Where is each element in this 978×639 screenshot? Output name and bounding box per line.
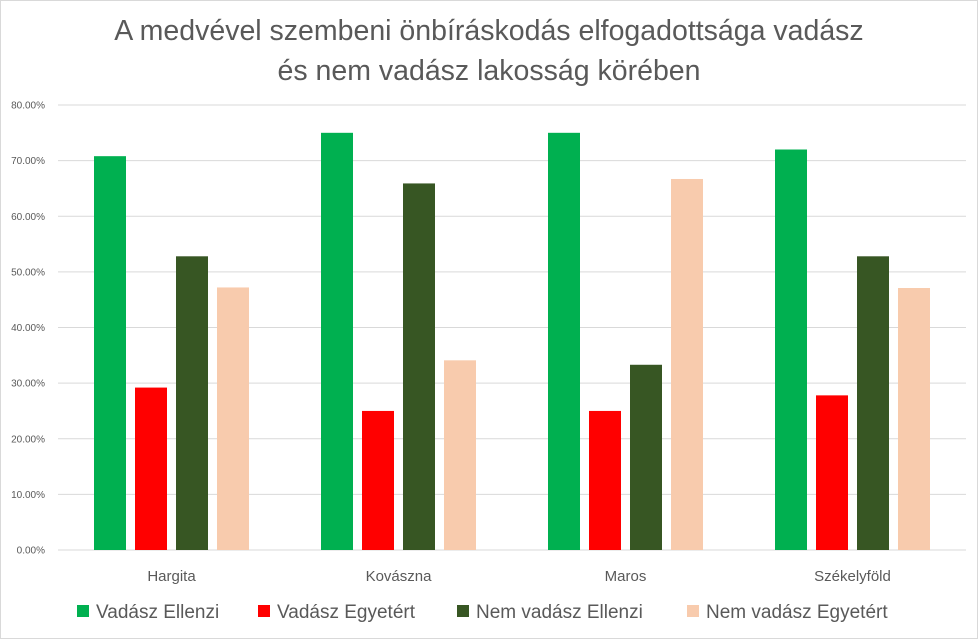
bar-nem-vadász-ellenzi-maros bbox=[630, 364, 662, 550]
x-category-label: Hargita bbox=[147, 568, 196, 585]
bar-nem-vadász-egyetért-maros bbox=[671, 178, 703, 550]
y-tick-label: 10.00% bbox=[11, 490, 45, 501]
chart-title-line-1: A medvével szembeni önbíráskodás elfogad… bbox=[114, 15, 864, 47]
legend-label: Vadász Egyetért bbox=[277, 602, 416, 623]
y-tick-label: 40.00% bbox=[11, 323, 45, 334]
bar-nem-vadász-ellenzi-székelyföld bbox=[857, 256, 889, 550]
y-tick-label: 50.00% bbox=[11, 267, 45, 278]
legend-swatch bbox=[258, 605, 270, 617]
bar-vadász-ellenzi-hargita bbox=[94, 156, 126, 551]
y-tick-label: 80.00% bbox=[11, 101, 45, 112]
chart-title: A medvével szembeni önbíráskodás elfogad… bbox=[1, 11, 977, 91]
x-category-label: Kovászna bbox=[366, 568, 433, 585]
bar-vadász-ellenzi-kovászna bbox=[321, 132, 353, 550]
bar-vadász-egyetért-hargita bbox=[135, 387, 167, 550]
bar-vadász-egyetért-kovászna bbox=[362, 410, 394, 550]
legend-label: Vadász Ellenzi bbox=[96, 602, 219, 623]
bar-nem-vadász-ellenzi-hargita bbox=[176, 256, 208, 550]
legend-swatch bbox=[687, 605, 699, 617]
legend-label: Nem vadász Ellenzi bbox=[476, 602, 643, 623]
y-tick-label: 70.00% bbox=[11, 156, 45, 167]
bar-vadász-ellenzi-székelyföld bbox=[775, 149, 807, 550]
bar-vadász-egyetért-maros bbox=[589, 410, 621, 550]
legend-label: Nem vadász Egyetért bbox=[706, 602, 888, 623]
y-tick-label: 20.00% bbox=[11, 434, 45, 445]
y-tick-label: 0.00% bbox=[17, 546, 45, 557]
chart-title-line-2: és nem vadász lakosság körében bbox=[277, 55, 701, 87]
legend-swatch bbox=[457, 605, 469, 617]
y-tick-label: 30.00% bbox=[11, 379, 45, 390]
y-axis-tick-labels: 0.00% 10.00% 20.00% 30.00% 40.00% 50.00% 60.00… bbox=[11, 101, 45, 557]
bar-nem-vadász-egyetért-székelyföld bbox=[898, 288, 930, 550]
x-category-label: Székelyföld bbox=[814, 568, 891, 585]
bar-nem-vadász-egyetért-hargita bbox=[217, 287, 249, 550]
bar-vadász-ellenzi-maros bbox=[548, 132, 580, 550]
legend: Vadász Ellenzi Vadász Egyetért Nem vadász … bbox=[77, 602, 888, 623]
y-tick-label: 60.00% bbox=[11, 212, 45, 223]
x-category-label: Maros bbox=[605, 568, 647, 585]
bar-nem-vadász-egyetért-kovászna bbox=[444, 360, 476, 550]
bar-vadász-egyetért-székelyföld bbox=[816, 395, 848, 550]
bar-nem-vadász-ellenzi-kovászna bbox=[403, 183, 435, 550]
bars bbox=[94, 132, 930, 551]
legend-swatch bbox=[77, 605, 89, 617]
gridlines bbox=[58, 104, 966, 551]
x-axis-category-labels: Hargita Kovászna Maros Székelyföld bbox=[147, 568, 891, 585]
